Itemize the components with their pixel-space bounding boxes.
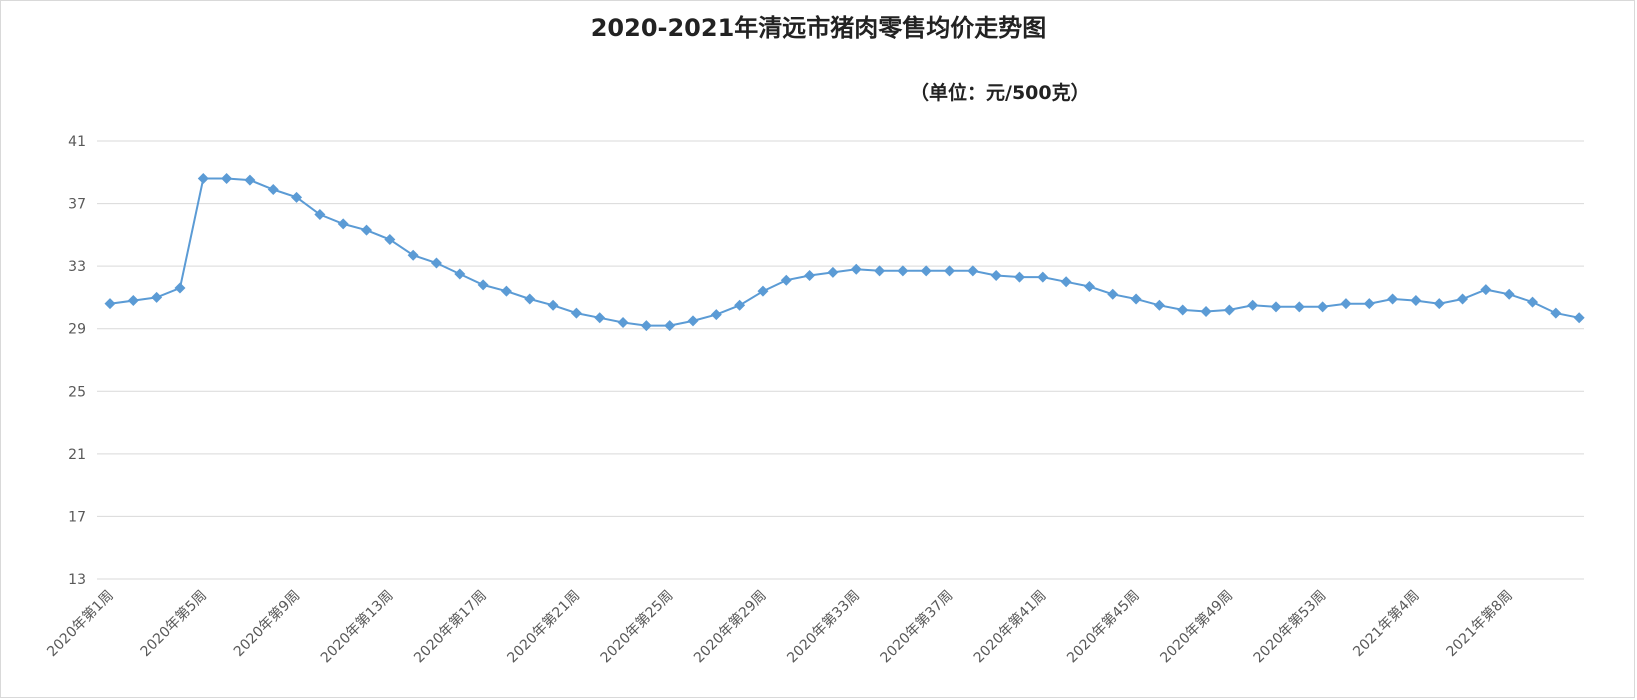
x-tick-label: 2020年第1周 (44, 587, 117, 660)
y-axis-ticks: 41 37 33 29 25 21 17 13 (68, 134, 86, 588)
data-point-marker (640, 320, 652, 332)
data-point-marker (874, 265, 886, 277)
data-point-marker (174, 282, 186, 294)
data-point-marker (920, 265, 932, 277)
y-tick-label: 37 (68, 197, 86, 213)
data-point-marker (1550, 307, 1562, 319)
y-tick-label: 33 (68, 259, 86, 275)
data-point-marker (197, 173, 209, 185)
data-point-marker (1130, 293, 1142, 305)
x-tick-label: 2020年第33周 (784, 587, 864, 667)
data-point-marker (104, 298, 116, 310)
data-point-marker (944, 265, 956, 277)
gridlines (97, 140, 1584, 580)
data-point-marker (594, 312, 606, 324)
x-tick-label: 2020年第25周 (597, 587, 677, 667)
x-tick-label: 2020年第45周 (1063, 587, 1143, 667)
data-point-marker (827, 266, 839, 278)
data-point-marker (1317, 301, 1329, 313)
y-tick-label: 17 (68, 509, 86, 525)
data-point-marker (1340, 298, 1352, 310)
series-layer (104, 173, 1585, 332)
data-point-marker (500, 285, 512, 297)
data-point-marker (407, 249, 419, 261)
data-point-marker (897, 265, 909, 277)
data-point-marker (1387, 293, 1399, 305)
x-tick-label: 2020年第37周 (877, 587, 957, 667)
data-point-marker (734, 299, 746, 311)
data-point-marker (430, 257, 442, 269)
data-point-marker (547, 299, 559, 311)
data-point-marker (1247, 299, 1259, 311)
x-tick-label: 2020年第17周 (410, 587, 490, 667)
data-point-marker (757, 285, 769, 297)
x-tick-label: 2020年第49周 (1157, 587, 1237, 667)
chart-title: 2020-2021年清远市猪肉零售均价走势图 (0, 8, 1637, 43)
data-point-marker (1200, 306, 1212, 318)
data-point-marker (1223, 304, 1235, 316)
data-point-marker (1177, 304, 1189, 316)
data-point-marker (1037, 271, 1049, 283)
x-tick-label: 2020年第53周 (1250, 587, 1330, 667)
y-tick-label: 21 (68, 447, 86, 463)
data-point-marker (1013, 271, 1025, 283)
data-point-marker (454, 268, 466, 280)
y-tick-label: 13 (68, 572, 86, 588)
data-point-marker (1457, 293, 1469, 305)
data-point-marker (1293, 301, 1305, 313)
data-point-marker (1153, 299, 1165, 311)
data-point-marker (1107, 288, 1119, 300)
data-point-marker (710, 309, 722, 321)
x-tick-label: 2020年第41周 (970, 587, 1050, 667)
x-tick-label: 2020年第21周 (504, 587, 584, 667)
data-point-marker (477, 279, 489, 291)
data-point-marker (337, 218, 349, 230)
data-point-marker (1270, 301, 1282, 313)
data-point-marker (1060, 276, 1072, 288)
data-point-marker (151, 291, 163, 303)
data-point-marker (314, 209, 326, 221)
data-point-marker (361, 224, 373, 236)
x-tick-label: 2020年第9周 (230, 587, 303, 660)
data-point-marker (267, 183, 279, 195)
data-point-marker (384, 234, 396, 246)
series-line (109, 177, 1580, 327)
data-point-marker (1433, 298, 1445, 310)
x-tick-label: 2020年第29周 (690, 587, 770, 667)
data-point-marker (127, 295, 139, 307)
data-point-marker (1480, 284, 1492, 296)
x-tick-label: 2020年第13周 (317, 587, 397, 667)
y-tick-label: 25 (68, 384, 86, 400)
data-point-marker (291, 191, 303, 203)
x-axis-ticks: 2020年第1周 2020年第5周 2020年第9周 2020年第13周 2020年第1… (44, 587, 1516, 667)
data-point-marker (804, 270, 816, 282)
data-point-marker (687, 315, 699, 327)
y-tick-label: 29 (68, 322, 86, 338)
data-point-marker (221, 173, 233, 185)
x-tick-label: 2021年第8周 (1443, 587, 1516, 660)
x-tick-label: 2021年第4周 (1350, 587, 1423, 660)
data-point-marker (1083, 280, 1095, 292)
data-point-marker (570, 307, 582, 319)
unit-label: （单位：元/500克） (910, 82, 1090, 104)
data-point-marker (850, 263, 862, 275)
data-point-marker (244, 174, 256, 186)
x-tick-label: 2020年第5周 (137, 587, 210, 660)
data-point-marker (664, 320, 676, 332)
data-point-marker (990, 270, 1002, 282)
data-point-marker (1573, 312, 1585, 324)
data-point-marker (967, 265, 979, 277)
chart-title-text: 2020-2021年清远市猪肉零售均价走势图 (590, 14, 1047, 42)
data-point-marker (617, 316, 629, 328)
data-point-marker (780, 274, 792, 286)
data-point-marker (1363, 298, 1375, 310)
data-point-marker (524, 293, 536, 305)
data-point-marker (1527, 296, 1539, 308)
data-point-marker (1410, 295, 1422, 307)
y-tick-label: 41 (68, 134, 86, 150)
data-point-marker (1503, 288, 1515, 300)
